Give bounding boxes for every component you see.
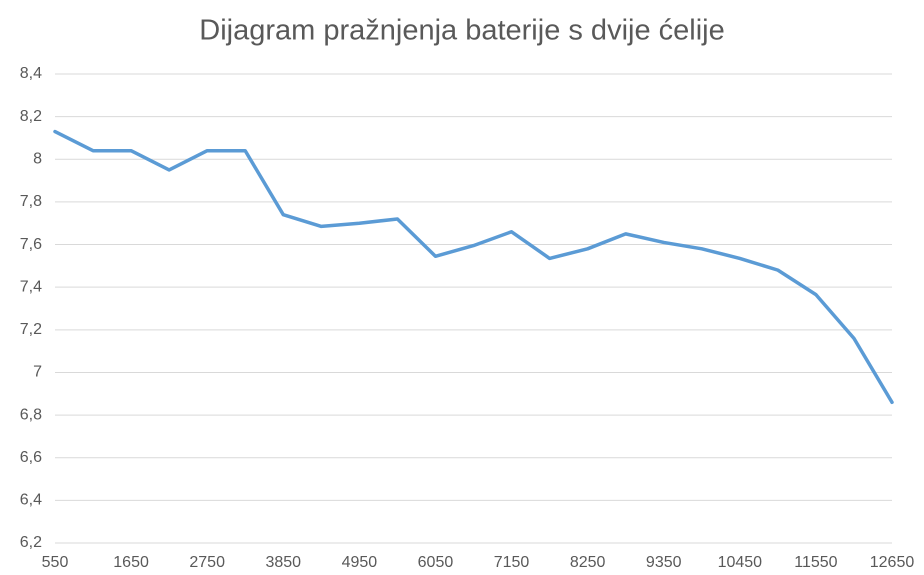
x-tick-label: 6050 xyxy=(418,554,454,571)
y-tick-label: 6,6 xyxy=(20,449,42,466)
y-tick-label: 6,8 xyxy=(20,406,42,423)
x-tick-label: 550 xyxy=(42,554,69,571)
x-tick-label: 3850 xyxy=(265,554,301,571)
y-tick-label: 7,4 xyxy=(20,278,42,295)
y-tick-label: 8 xyxy=(33,150,42,167)
y-tick-label: 7 xyxy=(33,364,42,381)
data-line xyxy=(53,129,894,405)
x-tick-label: 2750 xyxy=(189,554,225,571)
chart-title: Dijagram pražnjenja baterije s dvije ćel… xyxy=(199,15,724,47)
y-tick-label: 7,8 xyxy=(20,193,42,210)
x-tick-label: 1650 xyxy=(113,554,149,571)
y-tick-label: 7,6 xyxy=(20,236,42,253)
y-tick-label: 8,2 xyxy=(20,108,42,125)
x-tick-label: 11550 xyxy=(794,554,837,571)
y-tick-label: 7,2 xyxy=(20,321,42,338)
x-tick-label: 9350 xyxy=(646,554,682,571)
x-tick-label: 8250 xyxy=(570,554,606,571)
y-tick-label: 8,4 xyxy=(20,65,42,82)
x-tick-label: 12650 xyxy=(870,554,915,571)
y-tick-label: 6,4 xyxy=(20,492,42,509)
x-tick-label: 7150 xyxy=(494,554,530,571)
x-tick-label: 10450 xyxy=(718,554,763,571)
x-tick-label: 4950 xyxy=(342,554,378,571)
y-tick-label: 6,2 xyxy=(20,534,42,551)
